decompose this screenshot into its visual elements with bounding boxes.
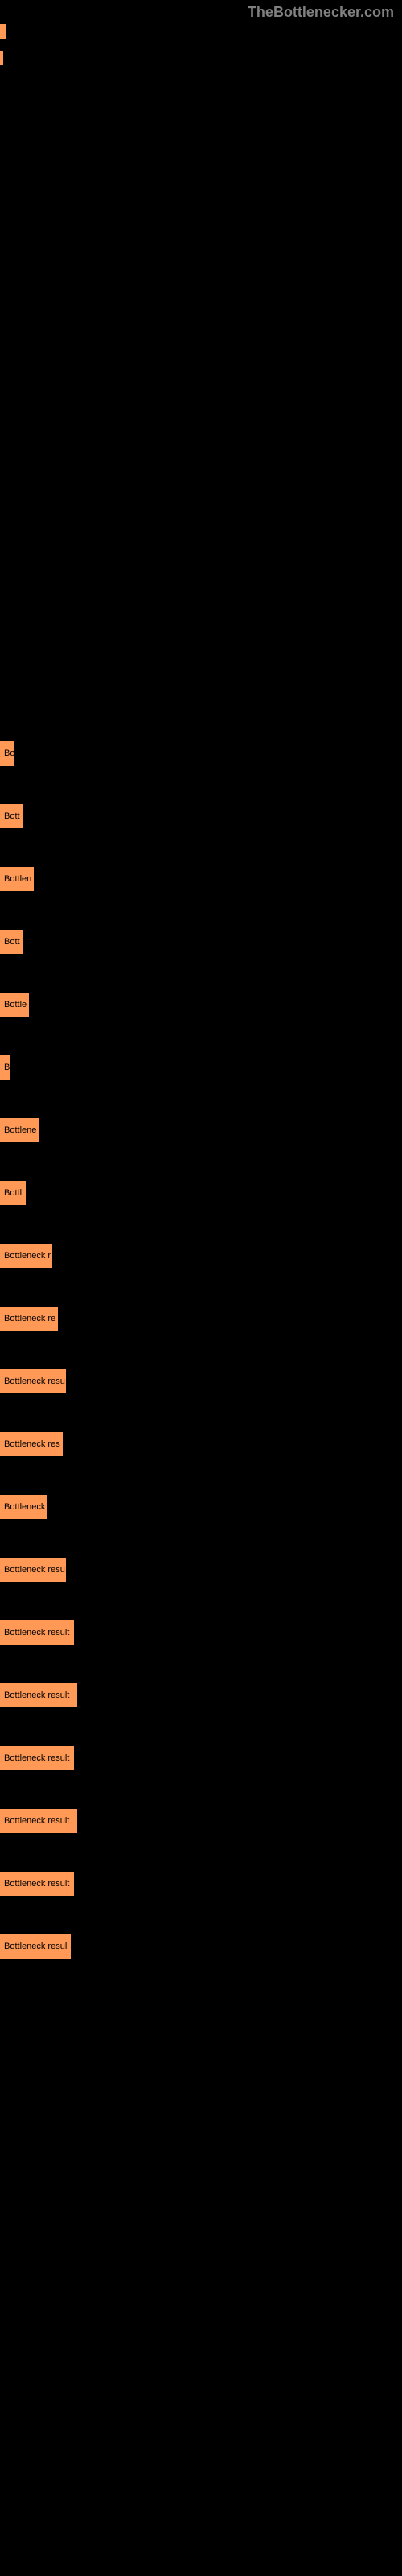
chart-bar: Bottleneck result <box>0 1620 74 1645</box>
top-bar-1 <box>0 24 6 39</box>
chart-bar: Bottl <box>0 1181 26 1205</box>
chart-row: Bottleneck <box>0 1495 402 1519</box>
chart-bar: Bottleneck resu <box>0 1369 66 1393</box>
chart-row: Bott <box>0 930 402 954</box>
chart-row: Bottleneck result <box>0 1620 402 1645</box>
chart-row: Bo <box>0 741 402 766</box>
chart-bar-label: Bottleneck res <box>4 1439 60 1449</box>
chart-bar: Bottleneck <box>0 1495 47 1519</box>
chart-row: Bottleneck r <box>0 1244 402 1268</box>
chart-bar: Bo <box>0 741 14 766</box>
chart-bar-label: Bottlene <box>4 1125 36 1135</box>
chart-bar-label: Bottleneck result <box>4 1879 69 1889</box>
top-bars-container <box>0 24 402 65</box>
chart-bar-label: Bottleneck result <box>4 1628 69 1637</box>
chart-bar-label: Bottleneck resul <box>4 1942 67 1951</box>
chart-row: Bottlen <box>0 867 402 891</box>
chart-bar: Bottleneck resul <box>0 1934 71 1959</box>
chart-bar: Bottleneck result <box>0 1746 74 1770</box>
chart-row: Bottle <box>0 993 402 1017</box>
chart-row: Bottleneck res <box>0 1432 402 1456</box>
chart-row: B <box>0 1055 402 1080</box>
top-bar-2 <box>0 51 3 65</box>
chart-row: Bottleneck result <box>0 1809 402 1833</box>
chart-bar-label: Bottleneck resu <box>4 1565 65 1575</box>
chart-bar: Bott <box>0 804 23 828</box>
chart-bar-label: Bottleneck re <box>4 1314 55 1323</box>
chart-bar-label: Bottlen <box>4 874 31 884</box>
chart-row: Bottleneck result <box>0 1872 402 1896</box>
chart-bar: Bottleneck result <box>0 1683 77 1707</box>
chart-row: Bottleneck resul <box>0 1934 402 1959</box>
chart-bar-label: Bottleneck <box>4 1502 45 1512</box>
chart-bar-label: Bottle <box>4 1000 27 1009</box>
chart-row: Bottleneck re <box>0 1307 402 1331</box>
chart-bar-label: Bottleneck resu <box>4 1377 65 1386</box>
chart-row: Bottl <box>0 1181 402 1205</box>
chart-container: Bo Bott Bottlen Bott Bottle B Bottlene Bottl Bot… <box>0 741 402 1959</box>
chart-bar: Bottleneck result <box>0 1872 74 1896</box>
chart-bar-label: Bottleneck result <box>4 1690 69 1700</box>
chart-bar-label: Bottleneck r <box>4 1251 51 1261</box>
chart-bar: Bottleneck resu <box>0 1558 66 1582</box>
chart-bar: Bottlene <box>0 1118 39 1142</box>
chart-bar-label: Bo <box>4 749 14 758</box>
chart-row: Bottlene <box>0 1118 402 1142</box>
chart-bar: Bottleneck result <box>0 1809 77 1833</box>
chart-bar: Bottleneck re <box>0 1307 58 1331</box>
chart-row: Bottleneck resu <box>0 1558 402 1582</box>
chart-bar-label: Bottl <box>4 1188 22 1198</box>
chart-bar-label: B <box>4 1063 10 1072</box>
chart-bar: B <box>0 1055 10 1080</box>
chart-bar-label: Bottleneck result <box>4 1816 69 1826</box>
chart-bar-label: Bottleneck result <box>4 1753 69 1763</box>
chart-row: Bottleneck resu <box>0 1369 402 1393</box>
chart-row: Bottleneck result <box>0 1746 402 1770</box>
chart-row: Bott <box>0 804 402 828</box>
chart-bar: Bottleneck r <box>0 1244 52 1268</box>
watermark-text: TheBottlenecker.com <box>248 4 394 21</box>
chart-bar: Bottle <box>0 993 29 1017</box>
chart-bar-label: Bott <box>4 937 20 947</box>
chart-bar: Bottleneck res <box>0 1432 63 1456</box>
chart-bar: Bott <box>0 930 23 954</box>
chart-bar-label: Bott <box>4 811 20 821</box>
chart-bar: Bottlen <box>0 867 34 891</box>
chart-row: Bottleneck result <box>0 1683 402 1707</box>
